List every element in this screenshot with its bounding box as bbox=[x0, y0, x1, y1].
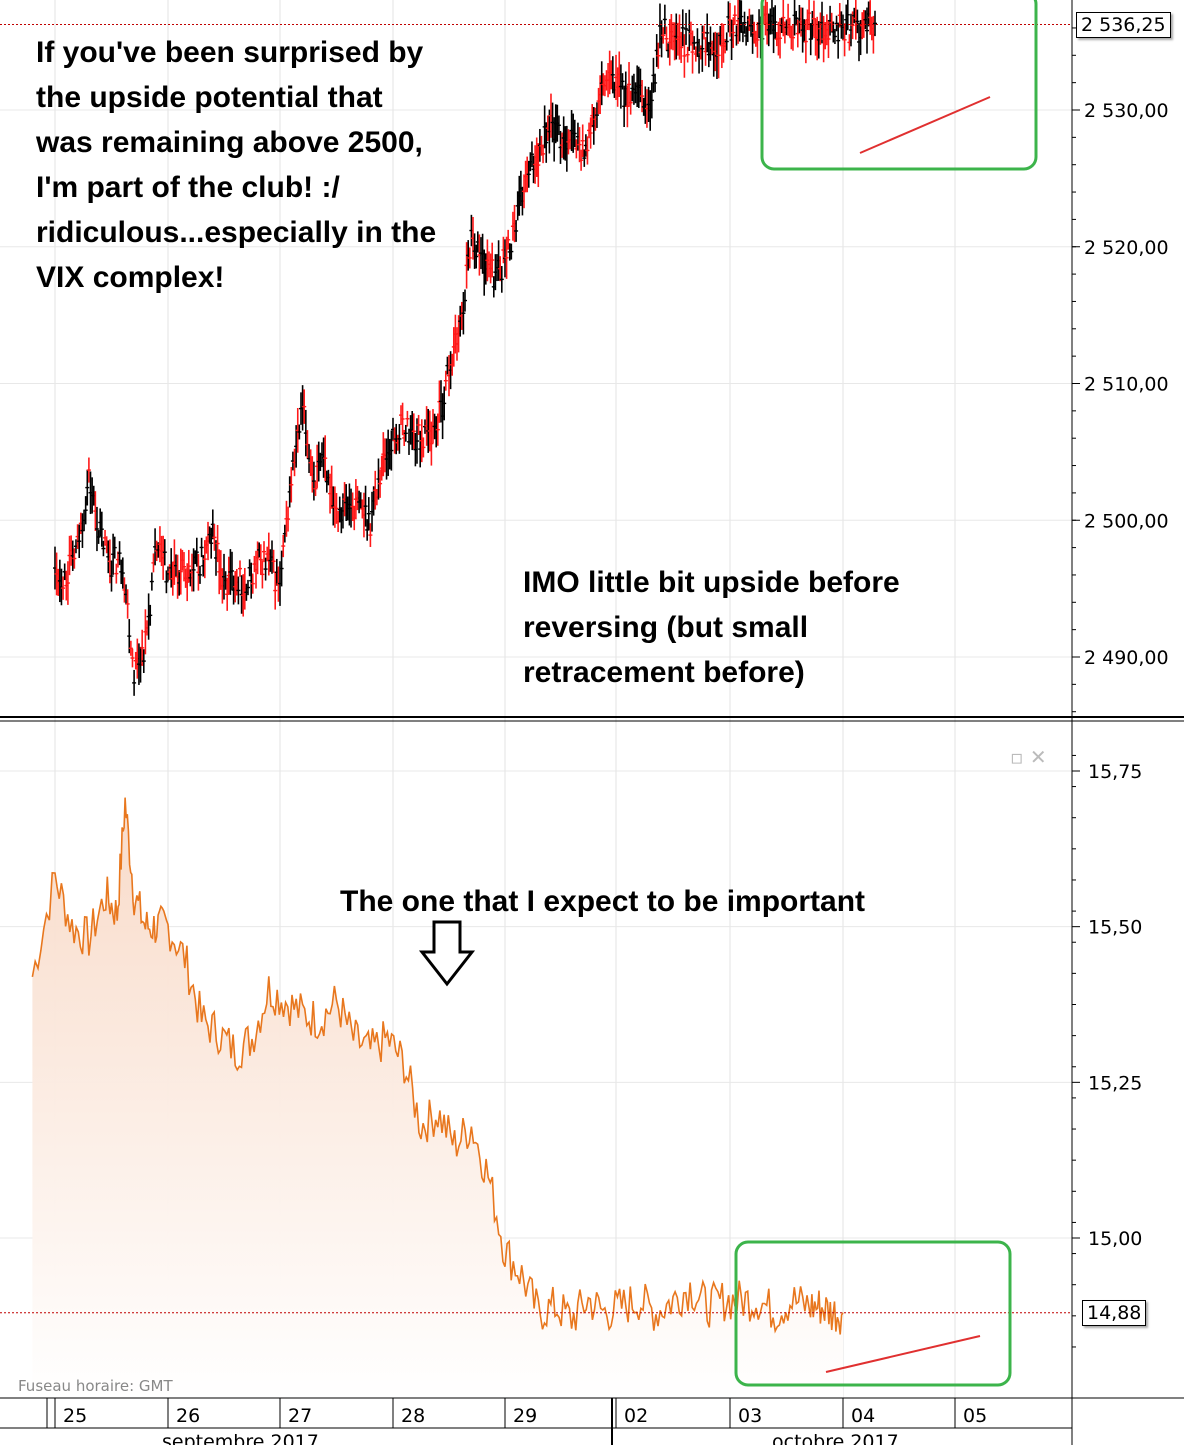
highlight-box-top bbox=[760, 0, 1038, 171]
x-tick-label: 03 bbox=[738, 1405, 762, 1427]
x-tick-label: 28 bbox=[401, 1405, 425, 1427]
x-tick-label: 25 bbox=[63, 1405, 87, 1427]
y-tick-label: 2 500,00 bbox=[1084, 510, 1169, 532]
grid-lines bbox=[0, 0, 1072, 1398]
annotation-overlays bbox=[0, 0, 1072, 1387]
restore-icon[interactable]: ▫ bbox=[1010, 745, 1024, 769]
vix-line bbox=[31, 797, 844, 1335]
trendline-bottom bbox=[825, 1335, 981, 1373]
last-price-label-bottom: 14,88 bbox=[1082, 1300, 1147, 1326]
x-tick-label: 26 bbox=[176, 1405, 200, 1427]
x-tick-label: 02 bbox=[624, 1405, 648, 1427]
month-label-oct: octobre 2017 bbox=[772, 1431, 899, 1445]
x-tick-label: 27 bbox=[288, 1405, 312, 1427]
y-tick-label: 15,00 bbox=[1088, 1228, 1142, 1250]
price-candles bbox=[53, 0, 877, 696]
pane-controls[interactable]: ▫ ✕ bbox=[1010, 745, 1047, 769]
x-tick-label: 05 bbox=[963, 1405, 987, 1427]
annotation-vix-arrow: The one that I expect to be important bbox=[340, 885, 866, 918]
x-tick-label: 04 bbox=[851, 1405, 875, 1427]
y-tick-label: 15,50 bbox=[1088, 917, 1142, 939]
y-tick-label: 15,25 bbox=[1088, 1072, 1142, 1094]
down-arrow-icon bbox=[418, 920, 476, 987]
y-tick-label: 2 490,00 bbox=[1084, 647, 1169, 669]
y-tick-label: 15,75 bbox=[1088, 761, 1142, 783]
close-icon[interactable]: ✕ bbox=[1029, 745, 1047, 769]
timezone-label: Fuseau horaire: GMT bbox=[18, 1377, 173, 1395]
last-price-label-top: 2 536,25 bbox=[1076, 12, 1171, 38]
month-label-sept: septembre 2017 bbox=[162, 1431, 319, 1445]
trendline-top bbox=[859, 96, 991, 154]
vix-area-series bbox=[31, 797, 844, 1398]
annotation-middle-right: IMO little bit upside before reversing (… bbox=[523, 566, 900, 689]
annotation-top-left: If you've been surprised by the upside p… bbox=[36, 36, 437, 294]
vix-area-fill bbox=[32, 797, 843, 1398]
y-tick-label: 2 530,00 bbox=[1084, 100, 1169, 122]
highlight-box-bottom bbox=[734, 1240, 1012, 1387]
x-tick-label: 29 bbox=[513, 1405, 537, 1427]
y-tick-label: 2 520,00 bbox=[1084, 237, 1169, 259]
y-tick-label: 2 510,00 bbox=[1084, 374, 1169, 396]
